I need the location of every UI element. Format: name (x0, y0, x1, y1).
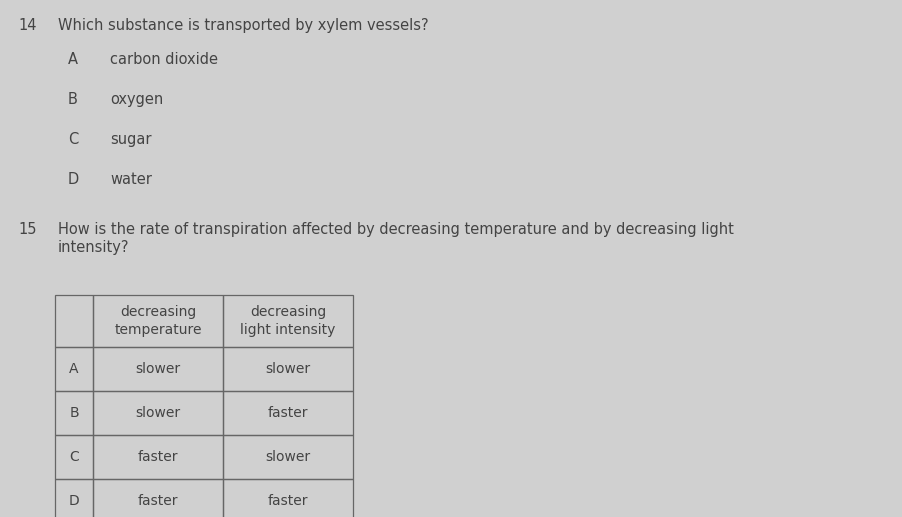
Bar (93, 435, 223, 479)
Bar (223, 435, 353, 479)
Text: D: D (68, 172, 79, 187)
Text: A: A (68, 52, 78, 67)
Bar (223, 391, 353, 435)
Text: faster: faster (268, 494, 308, 508)
Bar (223, 295, 353, 347)
Bar (223, 347, 353, 391)
Text: Which substance is transported by xylem vessels?: Which substance is transported by xylem … (58, 18, 428, 33)
Text: 14: 14 (18, 18, 36, 33)
Bar (55, 347, 93, 391)
Text: faster: faster (268, 406, 308, 420)
Text: carbon dioxide: carbon dioxide (110, 52, 218, 67)
Text: slower: slower (135, 362, 180, 376)
Text: faster: faster (138, 450, 179, 464)
Text: B: B (68, 92, 78, 107)
Text: How is the rate of transpiration affected by decreasing temperature and by decre: How is the rate of transpiration affecte… (58, 222, 734, 237)
Text: slower: slower (265, 450, 310, 464)
Bar (55, 435, 93, 479)
Text: sugar: sugar (110, 132, 152, 147)
Bar (93, 295, 223, 347)
Text: oxygen: oxygen (110, 92, 163, 107)
Bar (93, 391, 223, 435)
Bar (93, 347, 223, 391)
Text: slower: slower (135, 406, 180, 420)
Text: decreasing
light intensity: decreasing light intensity (240, 305, 336, 337)
Text: C: C (69, 450, 78, 464)
Text: A: A (69, 362, 78, 376)
Bar (55, 295, 93, 347)
Text: intensity?: intensity? (58, 240, 130, 255)
Text: B: B (69, 406, 78, 420)
Text: C: C (68, 132, 78, 147)
Bar (223, 479, 353, 517)
Text: decreasing
temperature: decreasing temperature (115, 305, 202, 337)
Text: D: D (69, 494, 79, 508)
Bar (55, 479, 93, 517)
Text: 15: 15 (18, 222, 36, 237)
Bar (93, 479, 223, 517)
Text: slower: slower (265, 362, 310, 376)
Text: water: water (110, 172, 152, 187)
Bar (55, 391, 93, 435)
Text: faster: faster (138, 494, 179, 508)
